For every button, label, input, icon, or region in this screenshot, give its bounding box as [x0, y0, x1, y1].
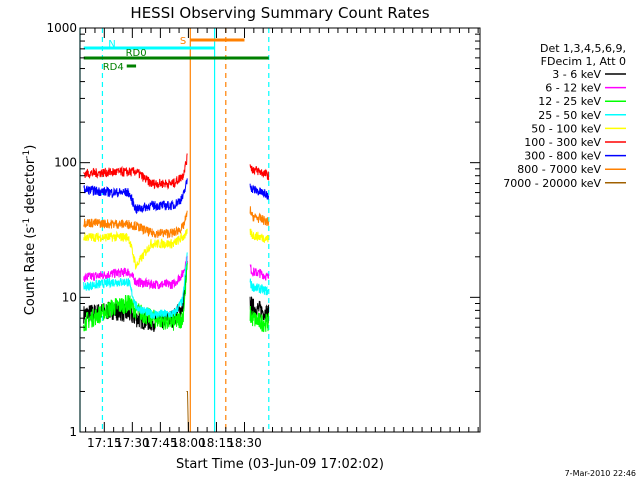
legend-label-7000-20000-kev: 7000 - 20000 keV — [503, 177, 601, 190]
series-line-6-12-kev — [83, 255, 270, 290]
series-line-800-7000-kev — [83, 206, 270, 239]
x-tick-label: 18:30 — [227, 436, 262, 450]
flag-label-rd0: RD0 — [126, 48, 147, 59]
y-tick-label: 1000 — [46, 21, 77, 35]
legend-label-6-12-kev: 6 - 12 keV — [545, 82, 601, 95]
y-tick-label: 10 — [62, 290, 77, 304]
chart-title: HESSI Observing Summary Count Rates — [130, 4, 429, 22]
x-tick-label: 18:15 — [199, 436, 234, 450]
y-tick-label: 100 — [54, 156, 77, 170]
legend-label-100-300-kev: 100 - 300 keV — [524, 136, 601, 149]
x-tick-label: 17:15 — [87, 436, 122, 450]
legend-header-line: Det 1,3,4,5,6,9, — [540, 42, 626, 55]
legend-label-12-25-kev: 12 - 25 keV — [538, 95, 601, 108]
series-lines — [83, 153, 270, 433]
x-tick-label: 17:45 — [143, 436, 178, 450]
series-line-50-100-kev — [83, 228, 270, 270]
series-line-25-50-kev — [83, 252, 270, 319]
legend-label-25-50-kev: 25 - 50 keV — [538, 109, 601, 122]
y-axis-label: Count Rate (s-1 detector-1) — [22, 145, 38, 316]
series-line-100-300-kev — [83, 153, 270, 190]
legend-label-3-6-kev: 3 - 6 keV — [552, 68, 601, 81]
plot-frame — [79, 27, 481, 433]
flag-label-s: S — [180, 36, 186, 47]
series-line-300-800-kev — [83, 178, 270, 215]
series-line-7000-20000-kev — [186, 391, 189, 433]
legend-header-line: FDecim 1, Att 0 — [541, 55, 626, 68]
flag-label-n: N — [108, 39, 115, 50]
x-tick-label: 17:30 — [115, 436, 150, 450]
flag-label-rd4: RD4 — [103, 62, 124, 73]
legend-label-300-800-kev: 300 - 800 keV — [524, 150, 601, 163]
legend-label-50-100-kev: 50 - 100 keV — [531, 122, 601, 135]
y-tick-label: 1 — [69, 425, 77, 439]
x-axis-label: Start Time (03-Jun-09 17:02:02) — [176, 457, 384, 472]
legend: Det 1,3,4,5,6,9,FDecim 1, Att 03 - 6 keV… — [503, 42, 626, 190]
x-tick-label: 18:00 — [171, 436, 206, 450]
timestamp: 7-Mar-2010 22:46 — [565, 469, 636, 478]
legend-label-800-7000-kev: 800 - 7000 keV — [517, 163, 601, 176]
